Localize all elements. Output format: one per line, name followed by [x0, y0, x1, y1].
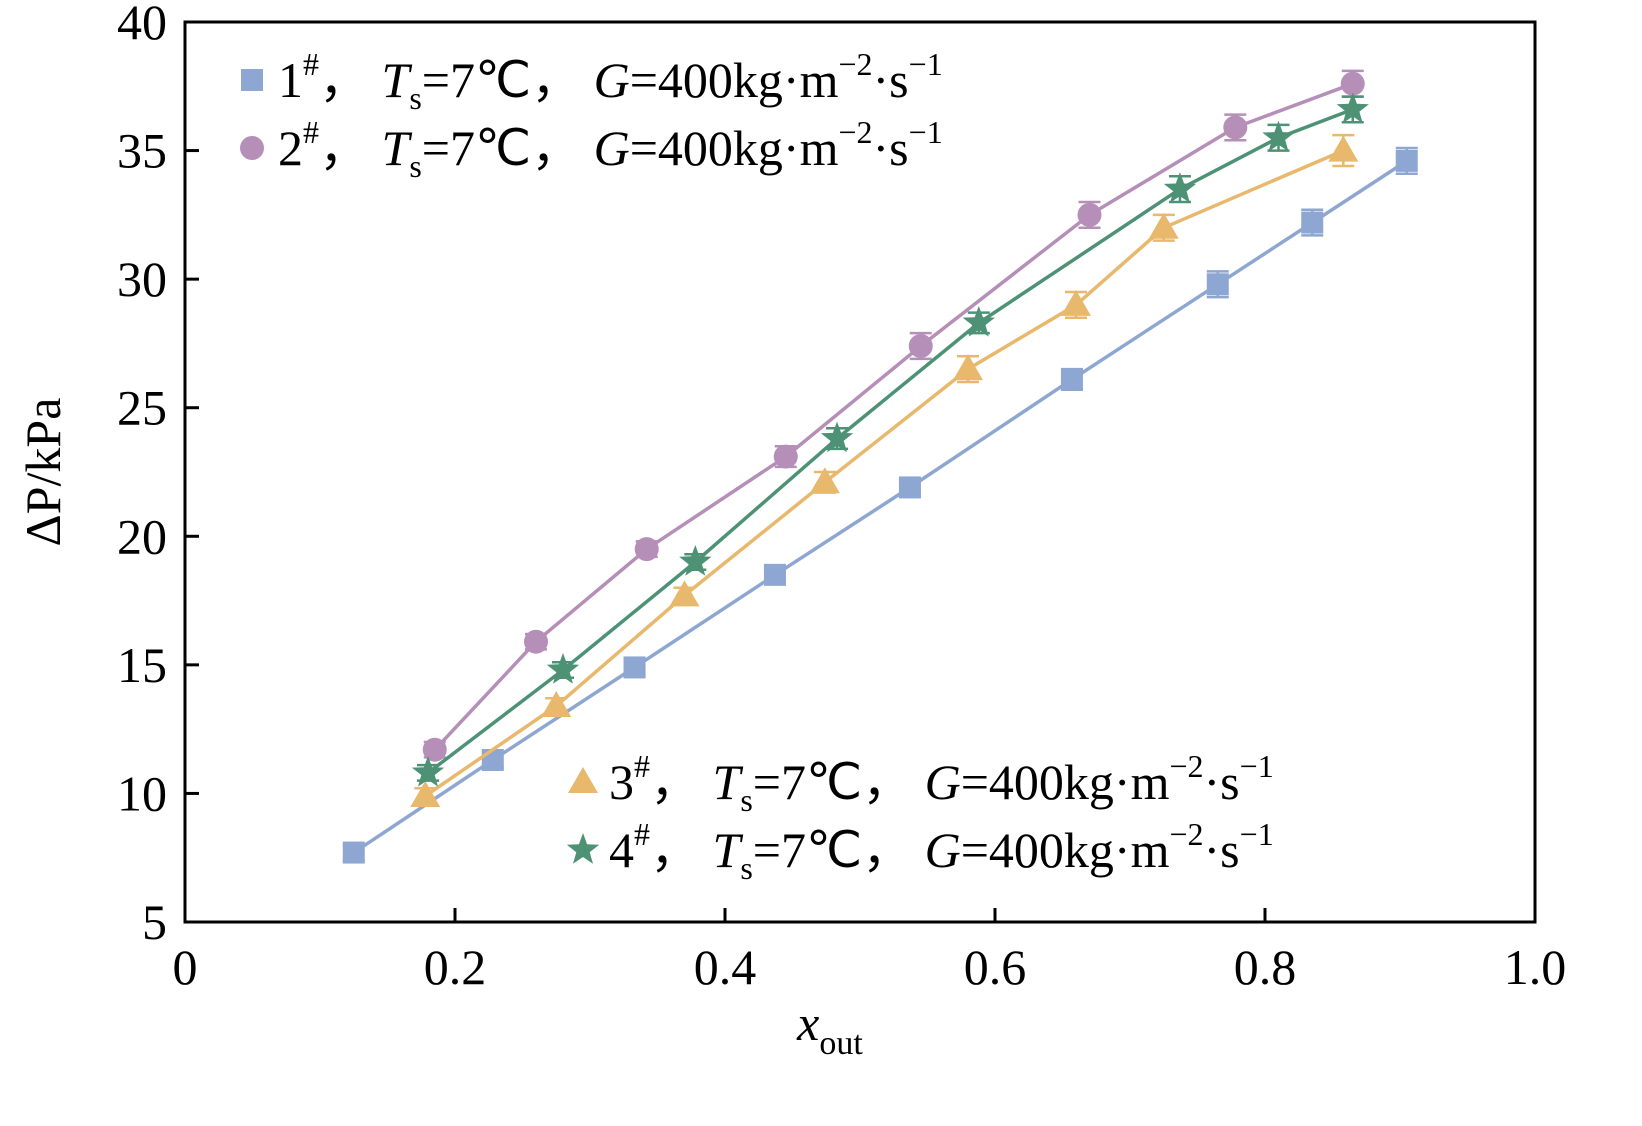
x-tick-label: 0.8	[1234, 939, 1297, 995]
legend-label: 2#， Ts=7℃， G=400kg·m−2·s−1	[278, 114, 943, 184]
legend-marker	[566, 833, 600, 864]
y-tick-label: 30	[117, 251, 167, 307]
data-point	[1061, 289, 1091, 316]
data-point	[1148, 212, 1179, 239]
legend-layer: 1#， Ts=7℃， G=400kg·m−2·s−12#， Ts=7℃， G=4…	[240, 46, 1274, 886]
data-point	[411, 755, 445, 787]
data-point	[1328, 135, 1359, 162]
legend-entry-3#: 3#， Ts=7℃， G=400kg·m−2·s−1	[568, 748, 1274, 818]
y-axis-label: ΔP/kPa	[15, 398, 71, 547]
legend-marker	[240, 136, 264, 160]
series-line	[433, 82, 1354, 751]
data-point	[410, 781, 441, 807]
series-line	[426, 107, 1354, 775]
data-point	[422, 737, 447, 762]
data-point	[541, 691, 572, 717]
data-point	[1340, 71, 1365, 96]
data-point	[342, 841, 365, 864]
x-axis: 0 0.2 0.4 0.6 0.8 1.0	[173, 908, 1567, 995]
data-point	[1206, 273, 1229, 296]
data-point	[809, 467, 840, 494]
plot-frame	[183, 20, 1537, 924]
x-tick-label: 1.0	[1504, 939, 1567, 995]
data-point	[634, 537, 659, 562]
series-4	[411, 92, 1369, 787]
data-point	[820, 421, 854, 453]
y-tick-label: 25	[117, 380, 167, 436]
x-tick-label: 0.4	[694, 939, 757, 995]
series-3	[410, 133, 1359, 807]
series-line	[424, 148, 1344, 798]
legend-marker	[241, 69, 263, 91]
data-point	[763, 563, 786, 586]
x-axis-label: xout	[796, 995, 863, 1062]
data-point	[546, 653, 580, 684]
legend-label: 3#， Ts=7℃， G=400kg·m−2·s−1	[609, 748, 1274, 818]
series-1	[342, 146, 1418, 864]
data-point	[953, 354, 983, 381]
data-point	[1060, 368, 1083, 391]
x-tick-label: 0	[173, 939, 198, 995]
y-tick-label: 20	[117, 508, 167, 564]
data-point	[908, 334, 933, 358]
legend-entry-1#: 1#， Ts=7℃， G=400kg·m−2·s−1	[241, 46, 943, 116]
legend-entry-2#: 2#， Ts=7℃， G=400kg·m−2·s−1	[240, 114, 943, 184]
legend-label: 1#， Ts=7℃， G=400kg·m−2·s−1	[278, 46, 943, 116]
data-point	[669, 580, 700, 607]
y-axis: 5 10 15 20 25 30 35 40	[117, 0, 199, 950]
data-point	[962, 305, 995, 337]
y-tick-label: 15	[117, 637, 167, 693]
legend-entry-4#: 4#， Ts=7℃， G=400kg·m−2·s−1	[566, 816, 1274, 886]
y-tick-label: 40	[117, 0, 167, 50]
data-point	[1395, 149, 1418, 172]
y-tick-label: 5	[142, 894, 167, 950]
legend-label: 4#， Ts=7℃， G=400kg·m−2·s−1	[609, 816, 1274, 886]
data-point	[1223, 115, 1248, 140]
data-point	[1301, 211, 1324, 234]
data-point	[524, 629, 548, 654]
data-point	[679, 545, 712, 576]
series-2	[422, 69, 1365, 762]
y-tick-label: 35	[117, 123, 167, 179]
data-point	[623, 656, 646, 679]
x-tick-label: 0.6	[964, 939, 1027, 995]
data-point	[1336, 92, 1369, 124]
x-tick-label: 0.2	[424, 939, 487, 995]
data-point	[1163, 172, 1197, 203]
data-point	[773, 444, 798, 469]
data-point	[1077, 202, 1102, 227]
series-layer	[342, 69, 1418, 864]
data-point	[481, 749, 504, 771]
data-point	[1262, 120, 1295, 152]
data-point	[898, 476, 921, 499]
legend-marker	[568, 767, 598, 793]
y-tick-label: 10	[117, 765, 167, 821]
